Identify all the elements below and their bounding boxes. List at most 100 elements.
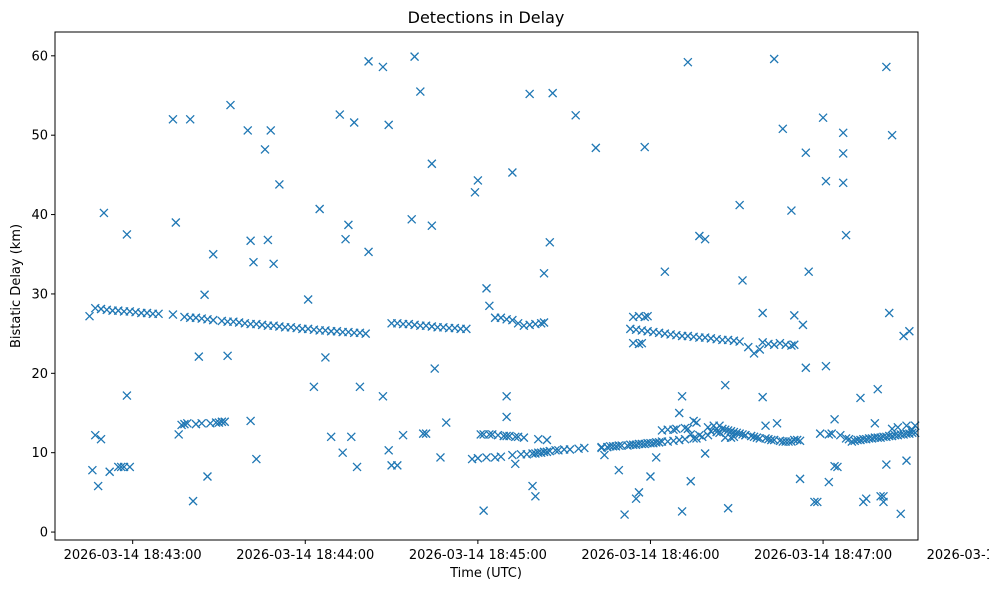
data-point-marker	[646, 472, 655, 481]
data-point-marker	[539, 318, 549, 327]
data-point-marker	[461, 324, 471, 334]
data-point-marker	[830, 461, 840, 471]
data-point-marker	[838, 178, 848, 188]
data-point-marker	[686, 476, 696, 486]
data-point-marker	[832, 462, 842, 472]
x-tick-label: 2026-03-14 18:44:00	[236, 548, 374, 563]
data-point-marker	[637, 338, 647, 348]
chart-title: Detections in Delay	[408, 8, 565, 27]
data-point-marker	[620, 510, 630, 520]
data-point-marker	[335, 110, 345, 120]
data-point-marker	[654, 437, 664, 447]
data-point-marker	[539, 268, 549, 278]
data-point-marker	[907, 428, 917, 438]
data-point-marker	[378, 391, 388, 401]
data-point-marker	[392, 460, 402, 470]
data-point-marker	[758, 337, 768, 347]
data-point-marker	[502, 412, 512, 422]
data-point-marker	[614, 465, 624, 475]
data-point-marker	[246, 236, 256, 246]
data-point-marker	[96, 434, 106, 444]
data-point-marker	[775, 338, 785, 348]
data-point-marker	[441, 418, 451, 427]
data-point-marker	[769, 54, 779, 64]
data-point-marker	[809, 497, 819, 507]
data-point-marker	[881, 460, 891, 470]
data-point-marker	[879, 497, 888, 507]
data-point-marker	[827, 429, 837, 439]
data-point-marker	[683, 424, 693, 434]
x-tick-label: 2026-03-14 18:46:00	[581, 548, 719, 563]
data-point-marker	[545, 237, 555, 247]
data-point-marker	[634, 487, 644, 497]
data-point-marker	[177, 420, 187, 430]
data-point-marker	[528, 481, 537, 491]
data-point-marker	[194, 352, 204, 362]
data-point-marker	[507, 450, 517, 460]
data-point-marker	[700, 449, 710, 458]
data-point-marker	[122, 229, 132, 239]
data-point-marker	[378, 62, 388, 72]
data-point-marker	[99, 208, 109, 218]
data-point-marker	[355, 382, 365, 392]
data-point-marker	[818, 113, 828, 123]
data-point-marker	[896, 509, 906, 519]
data-point-marker	[364, 247, 374, 257]
data-point-marker	[208, 315, 218, 325]
data-point-marker	[835, 430, 845, 440]
data-point-marker	[352, 462, 362, 472]
y-tick-label: 10	[31, 446, 48, 461]
data-point-marker	[824, 429, 834, 439]
data-point-marker	[200, 290, 210, 300]
data-point-marker	[726, 433, 736, 443]
data-point-marker	[171, 218, 181, 227]
data-point-marker	[821, 361, 831, 371]
data-point-marker	[651, 452, 661, 462]
data-point-marker	[533, 434, 543, 444]
data-point-marker	[873, 384, 883, 394]
data-point-marker	[87, 465, 97, 475]
data-point-marker	[795, 474, 805, 484]
data-point-marker	[732, 428, 742, 438]
data-point-marker	[723, 503, 733, 513]
data-point-marker	[749, 349, 759, 358]
data-point-marker	[479, 506, 489, 516]
data-point-marker	[510, 432, 520, 442]
data-point-marker	[349, 118, 359, 127]
data-point-marker	[548, 88, 558, 98]
data-point-marker	[631, 494, 641, 504]
data-point-marker	[415, 87, 425, 96]
x-tick-label: 2026-03-14 18:48:00	[927, 548, 989, 563]
data-point-marker	[671, 424, 681, 434]
data-point-marker	[830, 414, 840, 424]
data-point-marker	[904, 326, 914, 336]
data-point-marker	[784, 437, 794, 447]
data-point-marker	[876, 491, 886, 501]
data-point-marker	[697, 432, 707, 442]
data-point-marker	[614, 441, 624, 451]
data-point-marker	[217, 417, 227, 427]
data-point-marker	[758, 392, 768, 402]
data-point-marker	[700, 234, 710, 244]
data-point-marker	[861, 494, 871, 504]
data-point-marker	[473, 453, 483, 463]
data-point-marker	[208, 249, 218, 259]
data-point-marker	[168, 310, 178, 320]
data-point-marker	[125, 462, 135, 472]
data-point-marker	[887, 424, 897, 434]
data-point-marker	[792, 435, 802, 445]
data-point-marker	[116, 462, 126, 472]
data-point-marker	[798, 320, 808, 330]
data-point-marker	[565, 445, 575, 454]
data-point-marker	[786, 206, 796, 216]
data-point-marker	[640, 142, 650, 152]
data-point-marker	[226, 100, 235, 110]
data-point-marker	[902, 456, 911, 466]
data-point-marker	[246, 416, 256, 426]
data-point-marker	[90, 430, 100, 440]
data-point-marker	[315, 204, 325, 214]
data-point-marker	[669, 425, 678, 435]
data-point-marker	[841, 230, 851, 240]
